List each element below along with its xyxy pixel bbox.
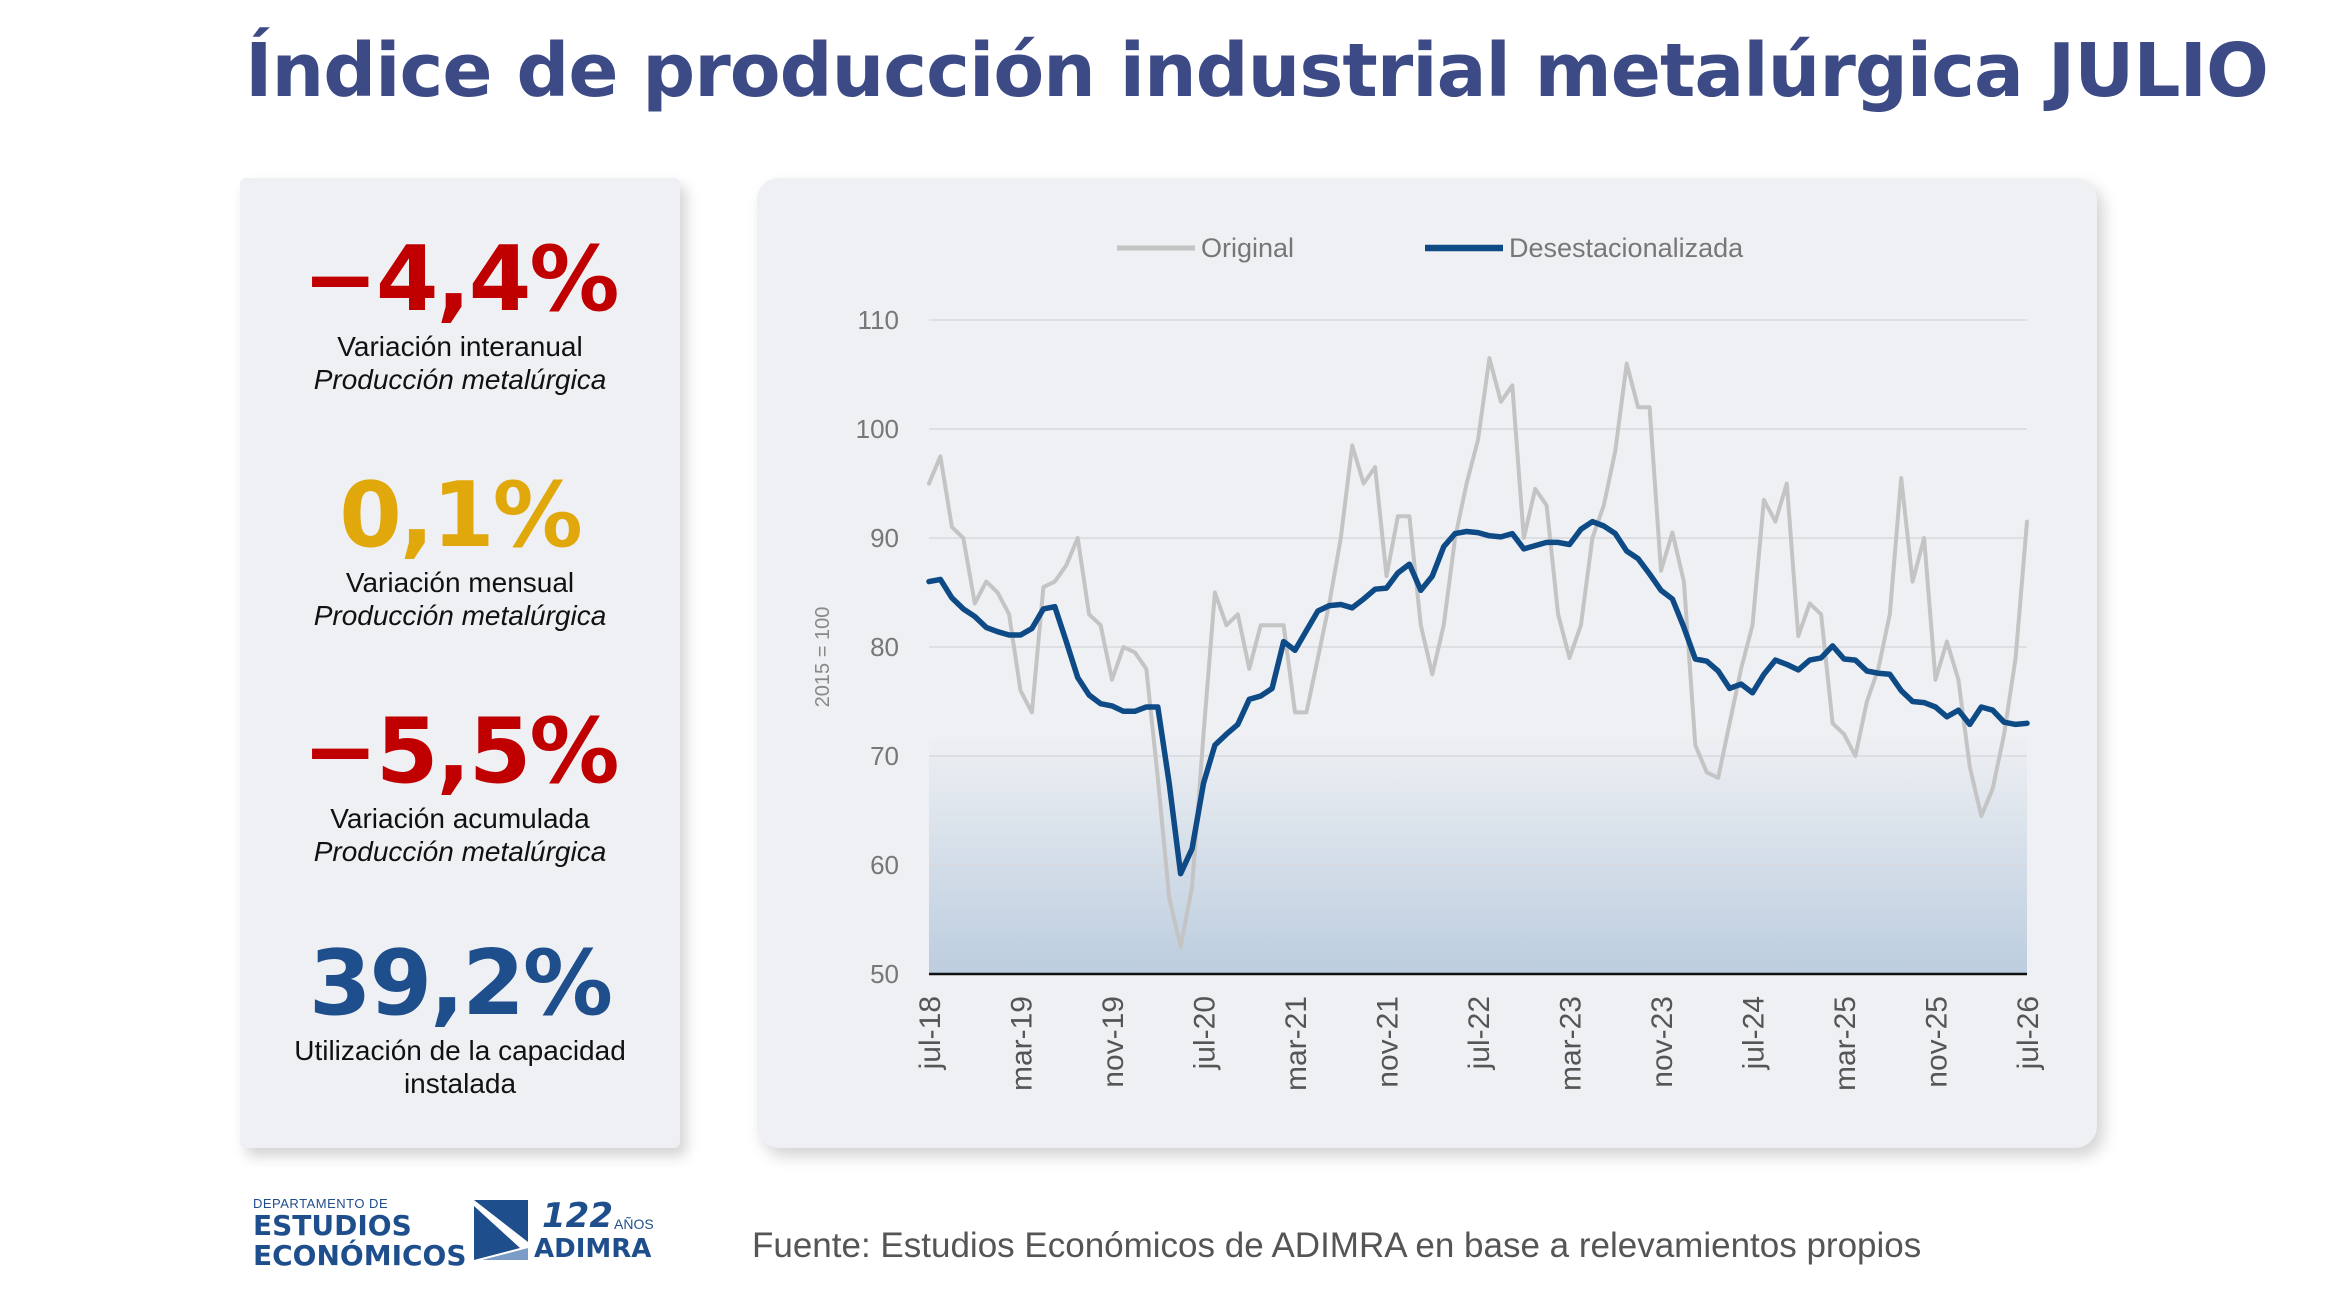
kpi-sublabel: Producción metalúrgica xyxy=(313,364,607,395)
y-tick-label: 50 xyxy=(870,959,899,989)
kpi-sublabel: Producción metalúrgica xyxy=(313,600,607,631)
legend-label: Desestacionalizada xyxy=(1509,233,1744,263)
y-axis-label: 2015 = 100 xyxy=(812,607,834,708)
x-tick-label: nov-21 xyxy=(1372,996,1405,1088)
source-note: Fuente: Estudios Económicos de ADIMRA en… xyxy=(752,1226,1922,1265)
kpi-capacidad: 39,2% Utilización de la capacidad instal… xyxy=(240,934,680,1100)
kpi-label: Variación acumulada xyxy=(330,803,590,834)
kpi-label: Utilización de la capacidad xyxy=(294,1035,626,1066)
x-tick-label: mar-19 xyxy=(1006,996,1039,1091)
x-tick-label: nov-25 xyxy=(1921,996,1954,1088)
y-tick-label: 60 xyxy=(870,850,899,880)
kpi-panel: −4,4% Variación interanual Producción me… xyxy=(240,178,680,1148)
x-tick-label: jul-26 xyxy=(2012,996,2045,1070)
logo-line-1: ESTUDIOS xyxy=(253,1209,412,1242)
adimra-emblem-icon xyxy=(474,1200,528,1260)
kpi-sublabel: Producción metalúrgica xyxy=(313,836,607,867)
kpi-value: −5,5% xyxy=(302,699,619,804)
y-tick-label: 90 xyxy=(870,523,899,553)
page-title: Índice de producción industrial metalúrg… xyxy=(245,28,2269,114)
adimra-name: ADIMRA xyxy=(534,1234,652,1264)
y-tick-label: 70 xyxy=(870,741,899,771)
adimra-years: 122 xyxy=(542,1196,613,1236)
kpi-value: −4,4% xyxy=(302,227,619,332)
y-tick-label: 110 xyxy=(858,305,899,335)
kpi-mensual: 0,1% Variación mensual Producción metalú… xyxy=(240,466,680,632)
original-series-line xyxy=(927,356,2029,949)
kpi-label: Variación mensual xyxy=(345,567,575,598)
x-tick-label: jul-24 xyxy=(1738,996,1771,1070)
kpi-acumulada: −5,5% Variación acumulada Producción met… xyxy=(240,702,680,868)
adimra-anos: AÑOS xyxy=(614,1216,654,1232)
chart-panel: 50 60 70 80 90 100 110 2015 = 100 jul-18 mar-19 no… xyxy=(757,178,2097,1148)
line-chart: 50 60 70 80 90 100 110 2015 = 100 jul-18 mar-19 no… xyxy=(812,233,2045,1091)
x-tick-label: nov-23 xyxy=(1646,996,1679,1088)
x-tick-label: nov-19 xyxy=(1097,996,1130,1088)
legend-label: Original xyxy=(1201,233,1294,263)
x-tick-label: mar-23 xyxy=(1555,996,1588,1091)
kpi-value: 39,2% xyxy=(308,931,613,1036)
x-tick-label: jul-20 xyxy=(1189,996,1222,1070)
kpi-interanual: −4,4% Variación interanual Producción me… xyxy=(240,230,680,396)
logo-line-2: ECONÓMICOS xyxy=(253,1239,467,1272)
adimra-logo: 122 AÑOS ADIMRA xyxy=(472,1196,654,1266)
logo-small-text: DEPARTAMENTO DE xyxy=(253,1196,389,1211)
x-tick-label: mar-21 xyxy=(1280,996,1313,1091)
y-tick-label: 80 xyxy=(870,632,899,662)
estudios-economicos-logo: DEPARTAMENTO DE ESTUDIOS ECONÓMICOS xyxy=(253,1196,467,1271)
x-tick-label: jul-18 xyxy=(914,996,947,1070)
kpi-value: 0,1% xyxy=(339,463,583,568)
x-tick-label: jul-22 xyxy=(1463,996,1496,1070)
plot-background xyxy=(929,734,2027,974)
y-tick-label: 100 xyxy=(856,414,899,444)
desestacionalizada-series-line xyxy=(926,518,2030,877)
kpi-label: Variación interanual xyxy=(337,331,583,362)
kpi-sublabel: instalada xyxy=(403,1068,517,1099)
x-tick-label: mar-25 xyxy=(1829,996,1862,1091)
